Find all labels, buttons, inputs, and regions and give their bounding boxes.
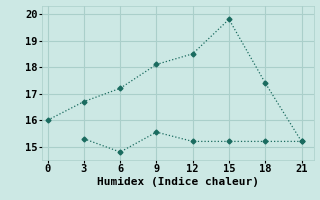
X-axis label: Humidex (Indice chaleur): Humidex (Indice chaleur) — [97, 177, 259, 187]
